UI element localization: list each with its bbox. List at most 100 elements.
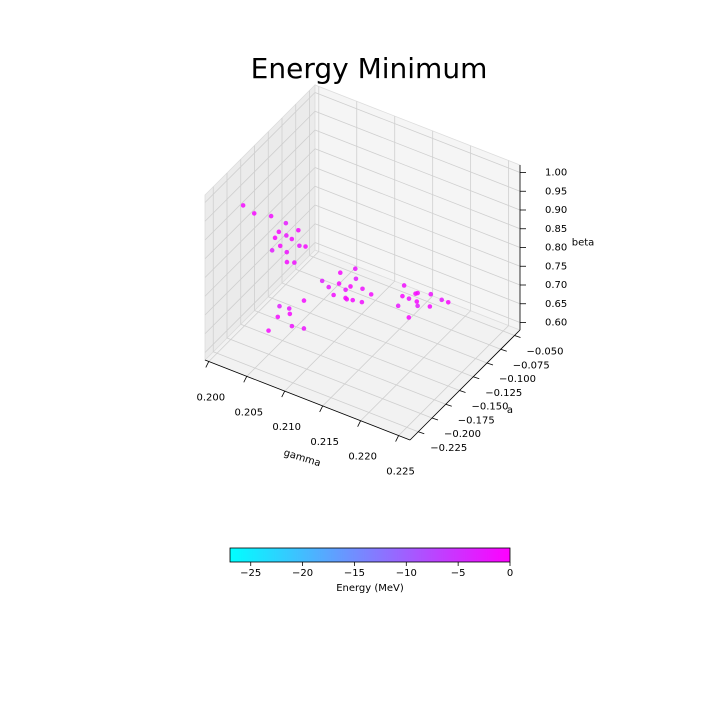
data-point [343, 287, 348, 293]
grid-line [309, 255, 515, 336]
grid-line [398, 325, 509, 436]
data-point [331, 292, 336, 298]
y-tick-label: −0.050 [527, 347, 564, 358]
tick-mark [418, 431, 425, 435]
tick-mark [500, 348, 507, 352]
z-tick-label: 0.85 [545, 224, 567, 235]
data-point [303, 244, 308, 249]
y-tick-label: −0.150 [472, 402, 509, 413]
data-point [283, 220, 289, 226]
data-point [296, 227, 301, 233]
grid-line [295, 268, 501, 350]
grid-line [204, 185, 316, 297]
z-tick-label: 0.60 [545, 318, 567, 329]
data-point [427, 304, 433, 309]
data-point [301, 298, 307, 303]
grid-line [314, 185, 521, 267]
x-tick-label: 0.225 [386, 467, 415, 478]
data-point [284, 259, 290, 265]
tick-mark [357, 420, 362, 427]
colorbar-tick-label: −5 [451, 568, 466, 579]
grid-line [204, 242, 316, 353]
data-point [277, 303, 282, 309]
grid-line [284, 280, 396, 392]
colorbar-label: Energy (MeV) [336, 583, 404, 594]
colorbar [229, 547, 511, 563]
data-point [326, 284, 332, 290]
data-point [336, 281, 342, 286]
grid-line [314, 204, 521, 286]
tick-mark [514, 335, 521, 338]
data-point [359, 299, 365, 305]
y-tick-label: −0.100 [499, 374, 536, 385]
data-point [353, 276, 359, 282]
y-tick-label: −0.225 [430, 443, 467, 454]
y-tick-label: −0.200 [444, 429, 481, 440]
data-point [284, 249, 290, 255]
grid-line [314, 92, 521, 173]
grid-line [204, 129, 316, 241]
x-tick-label: 0.210 [272, 422, 301, 433]
grid-line [314, 242, 521, 323]
x-axis-label: gamma [282, 448, 322, 470]
z-axis-label: beta [572, 238, 595, 249]
data-point [406, 296, 412, 301]
data-point [445, 299, 451, 305]
tick-mark [486, 362, 494, 366]
data-point [289, 236, 295, 242]
data-point [289, 323, 295, 329]
grid-line [360, 310, 471, 422]
data-point [395, 303, 401, 309]
tick-mark [281, 390, 286, 398]
grid-line [204, 110, 316, 222]
grid-line [322, 295, 433, 407]
z-tick-label: 0.70 [545, 280, 567, 291]
grid-line [314, 110, 521, 192]
data-point [297, 243, 302, 249]
data-point [415, 290, 420, 296]
tick-mark [473, 376, 480, 380]
data-point [360, 286, 365, 292]
z-tick-label: 0.95 [545, 186, 567, 197]
data-point [276, 229, 282, 235]
grid-line [204, 148, 316, 260]
data-point [406, 315, 412, 320]
tick-mark [205, 361, 210, 368]
tick-mark [395, 435, 399, 442]
data-point [368, 292, 374, 297]
grid-line [208, 251, 320, 362]
grid-line [204, 204, 316, 316]
grid-line [314, 148, 521, 230]
y-tick-label: −0.075 [513, 360, 550, 371]
z-tick-label: 0.80 [545, 243, 567, 254]
data-point [348, 284, 353, 289]
grid-line [314, 223, 521, 305]
tick-mark [459, 390, 466, 393]
data-point [269, 248, 275, 253]
data-point [266, 328, 271, 333]
grid-line [213, 351, 419, 433]
z-tick-label: 0.75 [545, 261, 567, 272]
x-tick-label: 0.200 [196, 392, 225, 403]
data-point [277, 243, 283, 249]
y-axis-label: a [507, 405, 513, 416]
axis-line [204, 359, 411, 441]
grid-line [281, 282, 488, 364]
x-tick-label: 0.215 [310, 437, 339, 448]
y-tick-label: −0.125 [485, 388, 522, 399]
tick-mark [243, 376, 248, 383]
grid-line [226, 337, 433, 419]
data-point [401, 283, 407, 288]
tick-mark [431, 417, 439, 421]
data-point [337, 270, 343, 276]
tick-mark [319, 405, 324, 413]
data-point [286, 306, 292, 311]
data-point [272, 235, 278, 241]
colorbar-tick-label: −25 [240, 568, 261, 579]
data-point [292, 260, 297, 265]
grid-line [254, 310, 460, 391]
data-point [284, 233, 289, 238]
z-tick-label: 0.90 [545, 205, 567, 216]
data-point [287, 311, 293, 317]
